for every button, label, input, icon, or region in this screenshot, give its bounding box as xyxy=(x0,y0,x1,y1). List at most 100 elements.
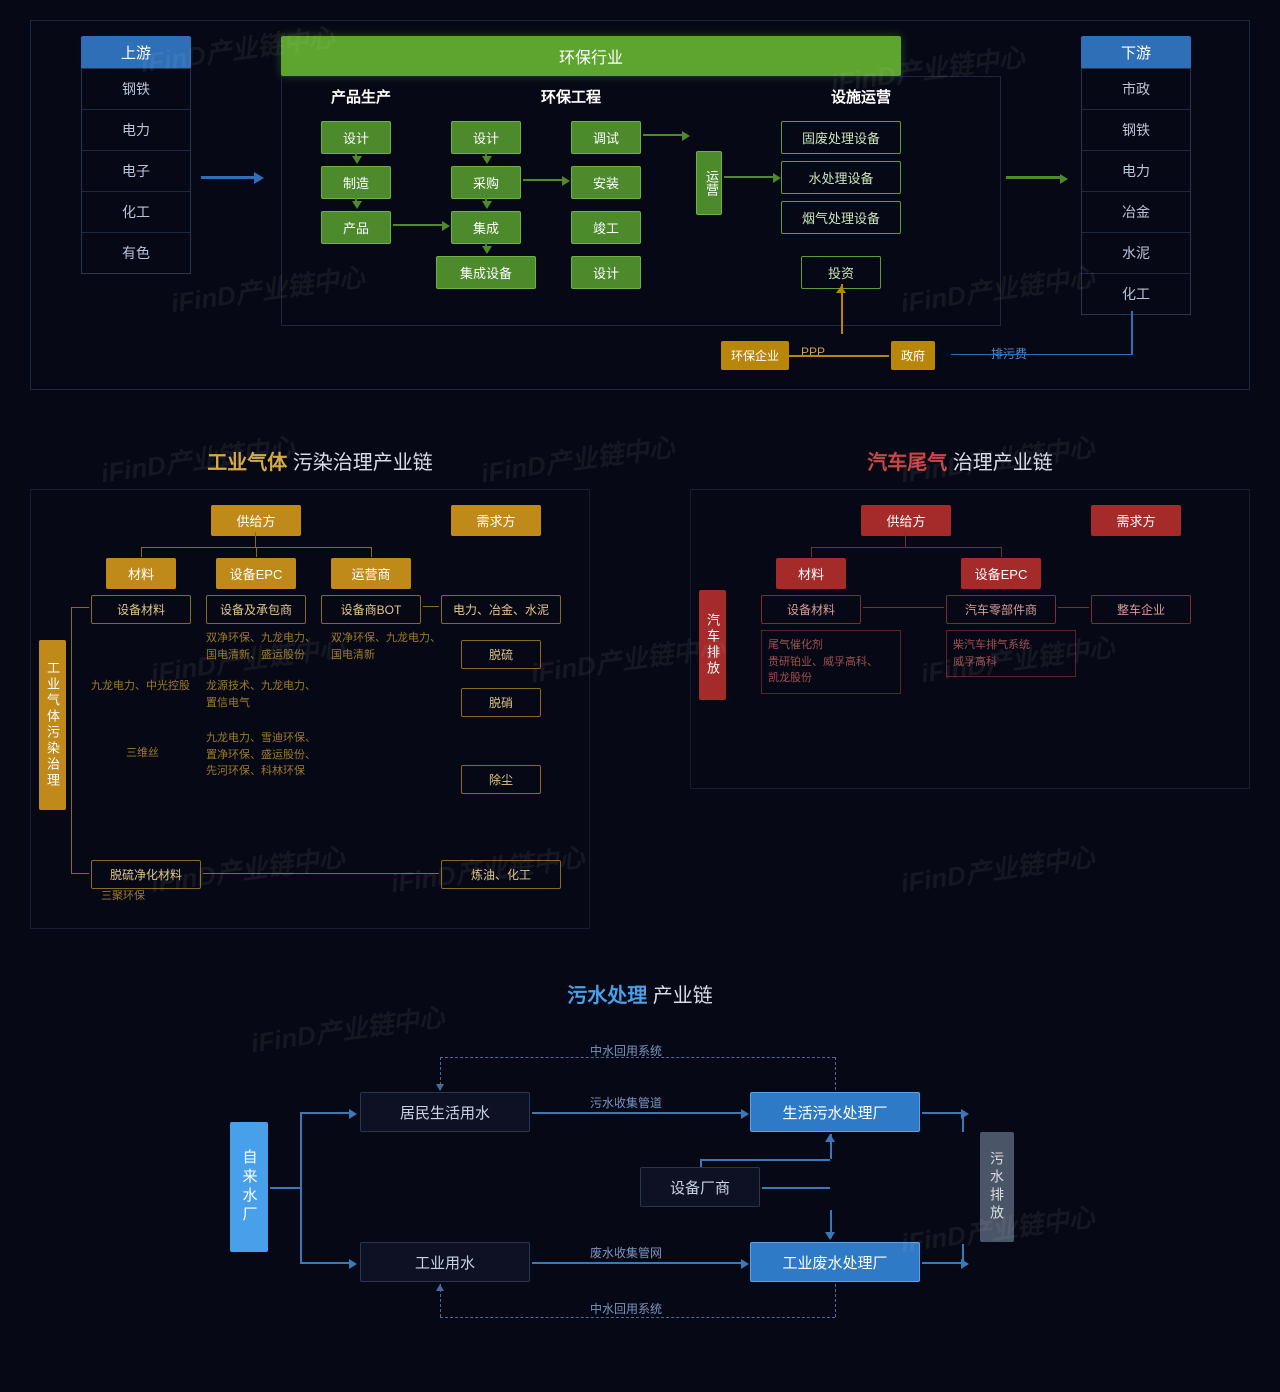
node-outline: 烟气处理设备 xyxy=(781,201,901,234)
list-item: 市政 xyxy=(1082,69,1190,110)
connector xyxy=(141,547,142,557)
dashed-connector xyxy=(440,1317,835,1318)
arrow-down-icon xyxy=(355,149,357,157)
row-cell: 脱硫净化材料 xyxy=(91,860,201,889)
connector xyxy=(423,606,439,607)
plant2-node: 工业废水处理厂 xyxy=(750,1242,920,1282)
row-cell: 设备及承包商 xyxy=(206,595,306,624)
arrow-right-icon xyxy=(300,1112,350,1114)
company-list: 龙源技术、九龙电力、 置信电气 xyxy=(206,678,336,711)
list-item: 有色 xyxy=(82,233,190,273)
subhead: 产品生产 xyxy=(311,86,411,107)
company-list: 尾气催化剂 贵研铂业、威孚高科、 凯龙股份 xyxy=(761,630,901,694)
arrow-right-icon xyxy=(201,176,256,179)
side-label: 工业气体污染治理 xyxy=(39,640,66,810)
source-node: 自来水厂 xyxy=(230,1122,268,1252)
node: 调试 xyxy=(571,121,641,154)
watermark: iFinD产业链中心 xyxy=(898,837,1096,901)
list-item: 电子 xyxy=(82,151,190,192)
connector xyxy=(1131,311,1133,355)
connector xyxy=(905,532,906,547)
company-list: 柴汽车排气系统 威孚高科 xyxy=(946,630,1076,677)
connector xyxy=(71,873,89,874)
bracket xyxy=(71,607,72,873)
supply-header: 供给方 xyxy=(861,505,951,536)
header: 材料 xyxy=(106,558,176,589)
discharge-node: 污水排放 xyxy=(980,1132,1014,1242)
side-label: 汽车排放 xyxy=(699,590,726,700)
row-cell: 炼油、化工 xyxy=(441,860,561,889)
arrow-up-icon xyxy=(436,1284,444,1291)
company-list: 九龙电力、中光控股 xyxy=(91,678,201,695)
arrow-right-icon xyxy=(922,1112,962,1114)
downstream-list: 市政 钢铁 电力 冶金 水泥 化工 xyxy=(1081,68,1191,315)
arrow-right-icon xyxy=(1006,176,1061,179)
connector xyxy=(270,1187,300,1189)
demand-header: 需求方 xyxy=(451,505,541,536)
bottom-node: 环保企业 xyxy=(721,341,789,370)
company-list: 双净环保、九龙电力、 国电清新、盛运股份 xyxy=(206,630,336,663)
arrow-down-icon xyxy=(485,239,487,247)
node: 集成设备 xyxy=(436,256,536,289)
dashed-connector xyxy=(835,1057,836,1090)
connector xyxy=(811,547,812,557)
arrow-up-icon xyxy=(825,1134,835,1142)
header: 运营商 xyxy=(331,558,411,589)
connector xyxy=(789,355,889,357)
arrow-right-icon xyxy=(393,224,443,226)
row-cell: 设备商BOT xyxy=(321,595,421,624)
arrow-right-icon xyxy=(300,1262,350,1264)
arrow-right-icon xyxy=(523,179,563,181)
company-list: 九龙电力、雪迪环保、 置净环保、盛运股份、 先河环保、科林环保 xyxy=(206,730,336,780)
company-note: 三聚环保 xyxy=(101,888,145,905)
connector xyxy=(1058,607,1089,608)
subhead: 设施运营 xyxy=(801,86,921,107)
arrow-down-icon xyxy=(485,194,487,202)
arrow-down-icon xyxy=(825,1232,835,1240)
equipment-node: 设备厂商 xyxy=(640,1167,760,1207)
arrow-right-icon xyxy=(532,1112,742,1114)
node: 产品 xyxy=(321,211,391,244)
arrow-down-icon xyxy=(436,1084,444,1091)
connector xyxy=(811,547,1001,548)
main-title: 环保行业 xyxy=(281,36,901,76)
connector xyxy=(700,1159,830,1161)
plant1-node: 生活污水处理厂 xyxy=(750,1092,920,1132)
demand-cell: 脱硫 xyxy=(461,640,541,669)
node: 竣工 xyxy=(571,211,641,244)
list-item: 冶金 xyxy=(1082,192,1190,233)
sec2-title: 工业气体 污染治理产业链 xyxy=(0,446,640,475)
subhead: 环保工程 xyxy=(491,86,651,107)
downstream-header: 下游 xyxy=(1081,36,1191,69)
edge-label: 中水回用系统 xyxy=(590,1042,662,1059)
connector xyxy=(371,547,372,557)
connector xyxy=(962,1244,964,1264)
list-item: 化工 xyxy=(82,192,190,233)
arrow-down-icon xyxy=(355,194,357,202)
sec4-title: 污水处理 产业链 xyxy=(0,979,1280,1008)
node: 安装 xyxy=(571,166,641,199)
industrial-gas-chain: 供给方 需求方 材料 设备EPC 运营商 设备材料 设备及承包商 设备商BOT … xyxy=(30,489,590,929)
arrow-right-icon xyxy=(643,134,683,136)
header: 设备EPC xyxy=(216,558,296,589)
sec3-title: 汽车尾气 治理产业链 xyxy=(640,446,1280,475)
connector xyxy=(256,547,257,557)
row-cell: 整车企业 xyxy=(1091,595,1191,624)
dashed-connector xyxy=(835,1284,836,1317)
auto-exhaust-chain: 供给方 需求方 材料 设备EPC 设备材料 汽车零部件商 整车企业 汽车排放 尾… xyxy=(690,489,1250,789)
header: 材料 xyxy=(776,558,846,589)
list-item: 钢铁 xyxy=(82,69,190,110)
ops-vertical: 运营 xyxy=(696,151,722,215)
arrow-right-icon xyxy=(532,1262,742,1264)
bottom-node: 政府 xyxy=(891,341,935,370)
residential-node: 居民生活用水 xyxy=(360,1092,530,1132)
connector xyxy=(203,873,439,874)
industrial-node: 工业用水 xyxy=(360,1242,530,1282)
connector xyxy=(300,1112,302,1262)
upstream-header: 上游 xyxy=(81,36,191,69)
demand-cell: 除尘 xyxy=(461,765,541,794)
company-list: 三维丝 xyxy=(126,745,159,762)
connector xyxy=(255,532,256,547)
edge-label: 中水回用系统 xyxy=(590,1300,662,1317)
connector xyxy=(762,1187,830,1189)
